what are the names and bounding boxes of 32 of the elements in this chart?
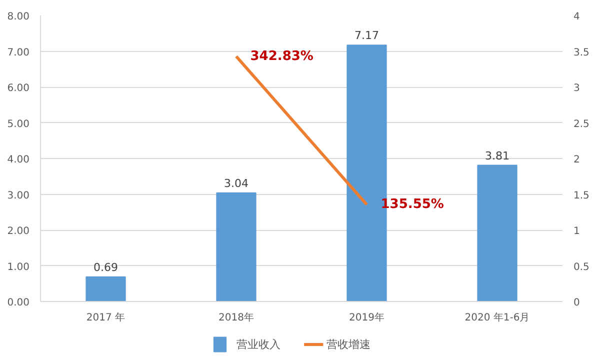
legend-label: 营业收入: [236, 338, 280, 351]
y-tick-label: 5.00: [7, 118, 30, 130]
bar: [86, 276, 126, 302]
y2-tick-label: 2: [574, 154, 580, 166]
x-tick-label: 2020 年1-6月: [464, 312, 530, 324]
x-tick-label: 2019年: [349, 312, 384, 324]
y2-tick-label: 0: [574, 298, 580, 308]
y-tick-label: 8.00: [7, 12, 30, 22]
y2-tick-label: 1.5: [574, 190, 590, 202]
data-label: 342.83%: [250, 48, 314, 64]
y-tick-label: 0.00: [7, 298, 30, 308]
y2-tick-label: 3.5: [574, 47, 590, 58]
bar: [477, 164, 518, 302]
y2-tick-label: 2.5: [574, 118, 590, 130]
y-tick-label: 1.00: [7, 262, 30, 273]
y2-tick-label: 4: [574, 12, 580, 22]
y-tick-label: 2.00: [7, 226, 30, 237]
y2-tick-label: 3: [574, 83, 580, 94]
y-tick-label: 7.00: [7, 47, 30, 58]
bar: [216, 192, 256, 302]
data-label: 3.04: [224, 176, 249, 190]
y2-tick-label: 0.5: [574, 262, 590, 273]
y2-tick-label: 1: [574, 226, 580, 237]
x-tick-label: 2018年: [218, 312, 254, 324]
data-label: 3.81: [485, 149, 510, 162]
y-tick-label: 6.00: [7, 83, 30, 94]
y-tick-label: 3.00: [7, 190, 30, 202]
data-label: 7.17: [354, 29, 380, 42]
x-tick-label: 2017 年: [86, 312, 126, 324]
legend-label: 营收增速: [326, 338, 371, 351]
data-label: 0.69: [94, 260, 118, 274]
y-tick-label: 4.00: [7, 154, 30, 166]
